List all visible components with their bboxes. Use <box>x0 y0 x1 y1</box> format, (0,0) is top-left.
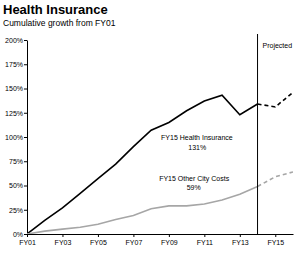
y-tick-label: 25% <box>9 206 23 213</box>
x-tick: FY07 <box>126 234 143 246</box>
annotation-value: 131% <box>188 144 206 151</box>
x-axis: FY01 FY03 FY05 FY07 FY09 FY11 FY13 FY15 <box>19 234 293 246</box>
plot-area <box>27 92 293 234</box>
y-tick: 50% <box>9 182 27 189</box>
y-tick: 0% <box>13 231 27 238</box>
title: Health Insurance <box>3 2 108 17</box>
x-tick: FY11 <box>197 234 213 246</box>
projected-label: Projected <box>263 42 293 50</box>
x-tick-label: FY11 <box>197 239 213 246</box>
y-tick: 175% <box>5 61 27 68</box>
y-tick-label: 150% <box>5 85 23 92</box>
y-tick: 25% <box>9 206 27 213</box>
x-axis-line <box>28 234 294 235</box>
x-tick-label: FY15 <box>267 239 284 246</box>
x-tick: FY15 <box>267 234 284 246</box>
y-tick-label: 75% <box>9 158 23 165</box>
y-tick: 75% <box>9 158 27 165</box>
x-tick-mark <box>275 234 276 237</box>
x-tick-label: FY01 <box>19 239 36 246</box>
series-line <box>27 186 258 234</box>
y-tick-label: 0% <box>13 231 23 238</box>
y-tick: 100% <box>5 134 27 141</box>
y-tick-mark <box>24 161 27 162</box>
series-line <box>27 95 258 234</box>
y-tick-label: 125% <box>5 109 23 116</box>
x-tick-label: FY13 <box>232 239 249 246</box>
y-tick-mark <box>24 186 27 187</box>
x-tick: FY05 <box>90 234 107 246</box>
y-tick-mark <box>24 40 27 41</box>
series-line <box>258 92 293 107</box>
projection-line <box>257 34 258 234</box>
x-tick-label: FY07 <box>126 239 143 246</box>
x-tick: FY09 <box>161 234 178 246</box>
y-tick-label: 175% <box>5 61 23 68</box>
x-tick-mark <box>27 234 28 237</box>
y-axis: 0% 25% 50% 75% 100% 125% 150% 175% 200% <box>5 37 27 238</box>
y-tick-label: 100% <box>5 134 23 141</box>
y-tick-mark <box>24 137 27 138</box>
y-tick: 200% <box>5 37 27 44</box>
x-tick: FY13 <box>232 234 249 246</box>
x-tick-label: FY09 <box>161 239 178 246</box>
y-tick-mark <box>24 113 27 114</box>
y-tick: 125% <box>5 109 27 116</box>
x-tick-mark <box>169 234 170 237</box>
y-axis-line <box>27 41 28 235</box>
x-tick-mark <box>133 234 134 237</box>
y-tick-mark <box>24 89 27 90</box>
x-tick-mark <box>240 234 241 237</box>
x-tick: FY01 <box>19 234 36 246</box>
x-tick-mark <box>62 234 63 237</box>
subtitle: Cumulative growth from FY01 <box>3 18 116 28</box>
chart: Health InsuranceCumulative growth from F… <box>0 0 300 254</box>
x-tick-label: FY05 <box>90 239 107 246</box>
y-tick-mark <box>24 210 27 211</box>
y-tick-label: 200% <box>5 37 23 44</box>
x-tick-mark <box>204 234 205 237</box>
annotation-text: FY15 Health Insurance <box>161 134 233 141</box>
y-tick-label: 50% <box>9 182 23 189</box>
y-tick: 150% <box>5 85 27 92</box>
annotations: FY15 Health Insurance 131% FY15 Other City… <box>159 34 292 234</box>
annotation-value: 59% <box>187 184 201 191</box>
x-tick-label: FY03 <box>55 239 72 246</box>
x-tick: FY03 <box>55 234 72 246</box>
x-tick-mark <box>98 234 99 237</box>
y-tick-mark <box>24 64 27 65</box>
annotation-text: FY15 Other City Costs <box>159 175 230 183</box>
series-line <box>258 172 293 187</box>
y-tick-mark <box>24 234 27 235</box>
